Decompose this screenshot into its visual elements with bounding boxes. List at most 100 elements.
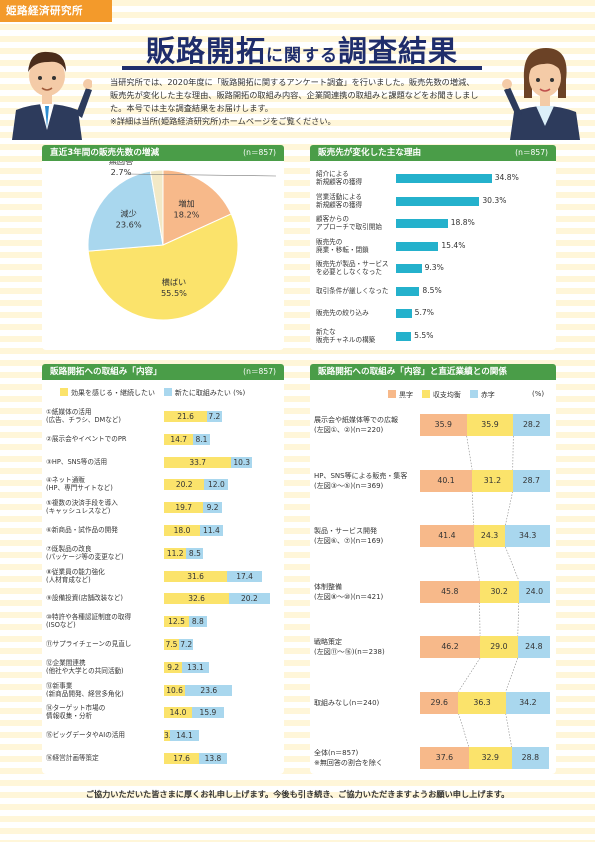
connector-line [466,435,473,470]
pie-slice [87,170,164,252]
footer-thanks: ご協力いただいた皆さまに厚くお礼申し上げます。今後も引き続き、ご協力いただきます… [85,789,510,799]
panel-title: 販売先が変化した主な理由 [318,148,422,158]
bar-segment-continue: 9.2 [164,661,183,673]
businesswoman-illustration [502,48,580,140]
reason-value: 9.3% [424,263,444,272]
bar-segment-new: 23.6 [185,684,233,696]
legend: 黒字 収支均衡 赤字 [388,390,495,400]
activity-row: ①紙媒体の活用 (広告、チラシ、DMなど) 21.6 7.2 [42,408,284,432]
panel-header: 直近3年間の販売先数の増減 (n＝857) [42,145,284,161]
bar-segment-continue: 14.0 [164,707,192,719]
activity-label: ③HP、SNS等の活用 [46,458,158,466]
legend-label: 黒字 [399,391,413,399]
page-title: 販路開拓に関する調査結果 [122,28,482,70]
activity-row: ⑮ビッグデータやAIの活用 3.214.1 [42,727,284,751]
reason-label: 販売先が製品・サービス を必要としなくなった [316,260,400,276]
legend-label: 効果を感じる・継続したい [71,389,155,397]
connector-line [458,713,470,748]
connector-line [505,546,520,581]
activity-label-line: ⑫企業間連携 [46,658,86,667]
title-underline [122,66,482,70]
bar-segment-new: 7.2 [179,639,194,650]
relation-label: 取組みなし(n＝240) [314,698,416,708]
reason-label-line: 販売先の [316,237,343,246]
activity-row: ⑨設備投資(店舗改装など) 32.6 20.2 [42,590,284,614]
activity-row: ⑬新事業 (新商品開発、経営多角化) 10.6 23.6 [42,682,284,706]
reason-bar [396,331,412,341]
reason-row: 紹介による 新規顧客の獲得 34.8% [310,169,556,191]
reason-value: 5.7% [414,308,434,317]
bar-segment-new: 15.9 [192,707,224,719]
panel-activities: 販路開拓への取組み「内容」 (n＝857) 効果を感じる・継続したい 新たに取組… [42,364,284,774]
relation-label-line: 製品・サービス開発 [314,527,377,535]
bar-segment-continue: 10.6 [164,684,186,696]
bar-segment-deficit: 34.2 [505,691,551,714]
pie-value: 55.5% [161,288,187,298]
bar-segment-surplus: 29.6 [420,691,459,714]
legend-label: 赤字 [480,391,495,399]
reason-label-line: を必要としなくなった [316,268,382,276]
bar-segment-surplus: 45.8 [420,580,480,603]
bar-segment-deficit: 28.7 [512,469,550,492]
connector-line [479,602,481,637]
activity-label-line: (パッケージ等の変更など) [46,552,124,561]
activity-row: ③HP、SNS等の活用 33.7 10.3 [42,454,284,478]
panel-title: 販路開拓への取組み「内容」 [50,367,162,377]
bar-segment-continue: 18.0 [164,525,200,536]
panel-sales-change: 直近3年間の販売先数の増減 (n＝857) 増加 18.2% 横ばい 55.5% 減少 2… [42,145,284,350]
reason-bar [396,286,420,296]
activity-label-line: ①紙媒体の活用 [46,408,92,416]
connector-line [471,491,475,526]
connector-line [505,491,513,526]
reason-row: 顧客からの アプローチで取引開始 18.8% [310,214,556,236]
activity-label-line: (人材育成など) [46,575,91,584]
reason-label: 取引条件が厳しくなった [316,287,400,295]
bar-segment-new: 8.1 [193,433,210,445]
activity-label-line: (キャッシュレスなど) [46,507,111,516]
activity-row: ⑭ターゲット市場の 情報収集・分析 14.0 15.9 [42,704,284,728]
bar-segment-new: 9.2 [203,502,222,514]
activity-label-line: ④ネット通販 [46,476,85,485]
reason-label-line: 営業活動による [316,192,362,201]
legend-swatch-blue [163,388,172,396]
pie-value: 23.6% [116,219,142,229]
activity-label: ⑬新事業 (新商品開発、経営多角化) [46,682,158,698]
bar-segment-continue: 7.5 [164,639,179,650]
bar-segment-continue: 17.6 [164,753,200,764]
reason-row: 販売先の絞り込み 5.7% [310,304,556,326]
bar-segment-continue: 12.5 [164,616,189,628]
activity-label-line: (新商品開発、経営多角化) [46,689,124,698]
bar-segment-continue: 21.6 [164,411,208,422]
intro-note: ※詳細は当所(姫路経済研究所)ホームページをご覧ください。 [110,116,336,126]
relation-label-line: ※無回答の割合を除く [314,759,383,767]
activity-label-line: ⑯経営計画等策定 [46,754,99,762]
unit-label: (%) [233,389,246,397]
panel-header: 販路開拓への取組み「内容」と直近業績との関係 [310,364,556,380]
activity-label: ⑤複数の決済手段を導入 (キャッシュレスなど) [46,499,158,515]
reason-value: 34.8% [494,173,519,182]
reason-bar [396,196,480,206]
bar-segment-continue: 33.7 [164,456,232,468]
reason-label-line: 取引条件が厳しくなった [316,286,389,295]
activity-row: ⑩特許や各種認証制度の取得 (ISOなど) 12.5 8.8 [42,613,284,637]
relation-label-line: (左図③～⑤)(n＝369) [314,481,384,490]
bar-segment-balanced: 24.3 [473,525,506,547]
bar-segment-new: 20.2 [229,593,270,605]
bar-segment-deficit: 28.2 [513,414,550,436]
relation-label-line: 取組みなし(n＝240) [314,698,380,707]
bar-segment-continue: 20.2 [164,479,205,491]
bar-segment-balanced: 36.3 [458,691,506,714]
reason-label: 販売先の 廃業・移転・閉鎖 [316,238,400,254]
reason-label-line: 新規顧客の獲得 [316,178,363,186]
connector-line [505,657,519,692]
pie-label: 無回答 [109,161,134,166]
activity-label: ④ネット通販 (HP、専門サイトなど) [46,476,158,492]
reason-label: 営業活動による 新規顧客の獲得 [316,193,400,209]
relation-label: 戦略策定 (左図⑪～⑯)(n＝238) [314,637,416,657]
reason-bar [396,264,422,273]
reason-row: 販売先の 廃業・移転・閉鎖 15.4% [310,237,556,259]
reason-value: 18.8% [450,218,475,227]
bar-segment-balanced: 29.0 [480,636,518,658]
activity-label-line: ②展示会やイベントでのPR [46,434,127,443]
